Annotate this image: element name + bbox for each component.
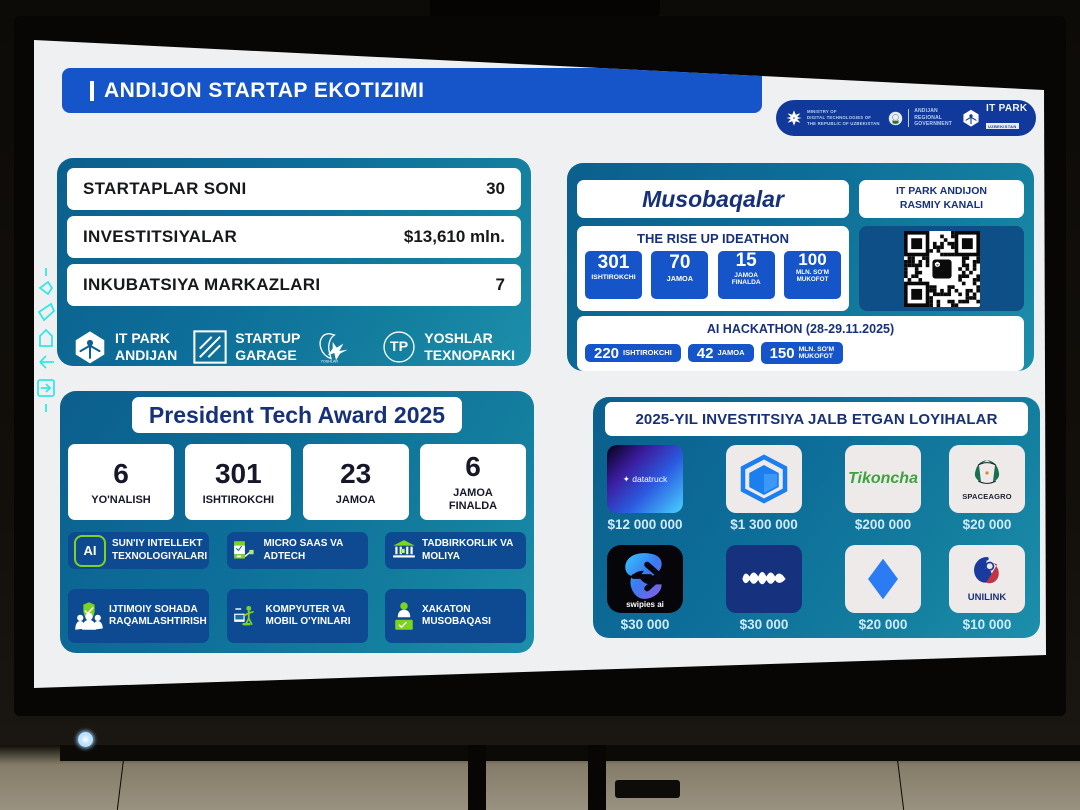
svg-text:TP: TP [390, 339, 409, 355]
svg-text:YOSHLAR: YOSHLAR [321, 359, 339, 363]
